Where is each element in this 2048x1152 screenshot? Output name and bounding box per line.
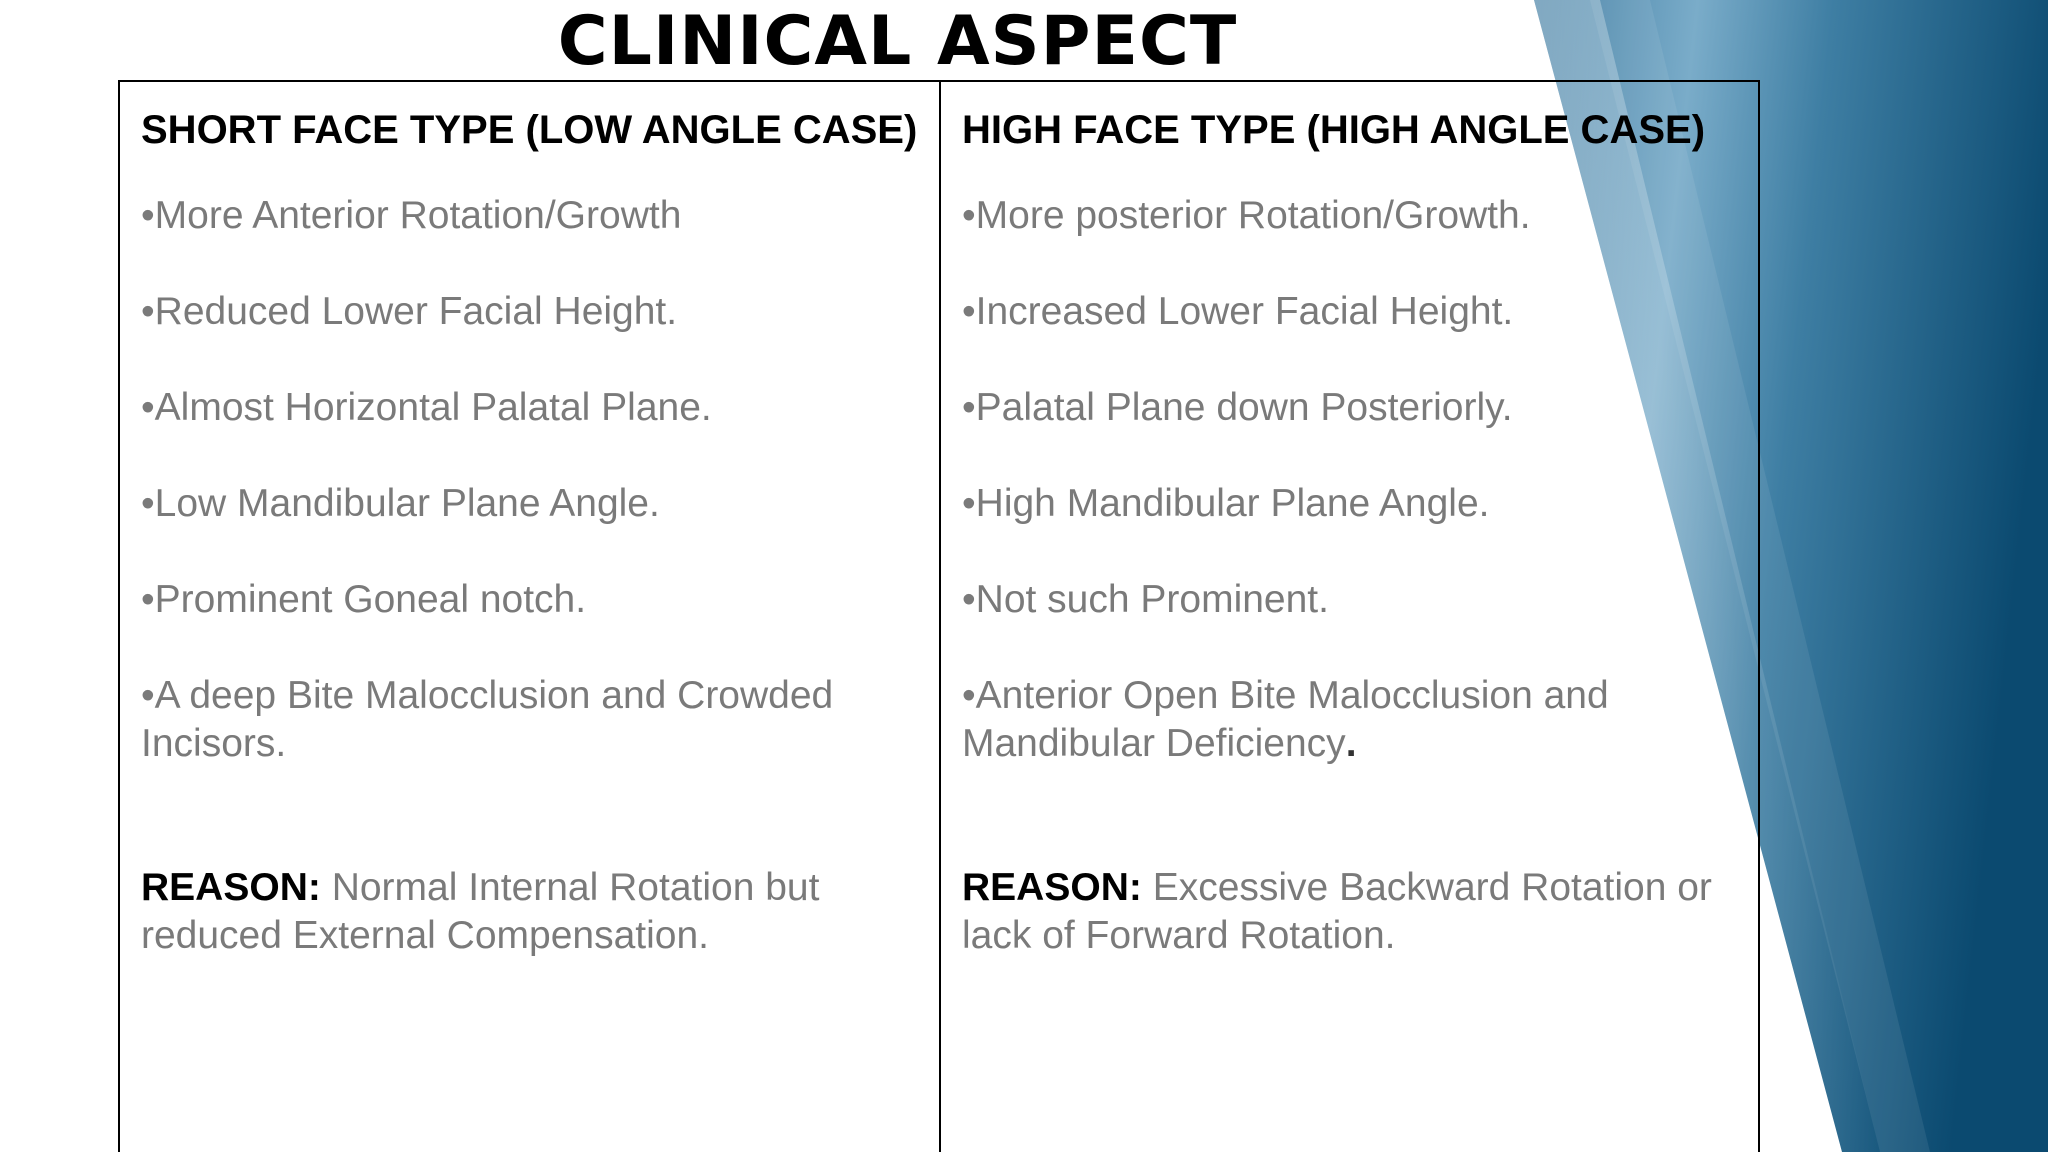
list-item: •Low Mandibular Plane Angle. xyxy=(141,482,660,525)
accent-panel-stripe xyxy=(1590,0,1930,1152)
list-item: •Not such Prominent. xyxy=(962,578,1329,621)
list-item: •More Anterior Rotation/Growth xyxy=(141,194,682,237)
reason-text: Excessive Backward Rotation or lack of F… xyxy=(962,866,1712,957)
slide-title: CLINICAL ASPECT xyxy=(557,2,1238,81)
short-face-points: •More Anterior Rotation/Growth •Reduced … xyxy=(141,192,919,768)
list-item: •Reduced Lower Facial Height. xyxy=(141,290,678,333)
high-face-points: •More posterior Rotation/Growth. •Increa… xyxy=(962,192,1738,768)
short-face-reason: REASON: Normal Internal Rotation but red… xyxy=(141,864,919,960)
high-face-column: HIGH FACE TYPE (HIGH ANGLE CASE) •More p… xyxy=(939,82,1758,1152)
list-item-text: •Anterior Open Bite Malocclusion and Man… xyxy=(962,674,1609,765)
list-item: •A deep Bite Malocclusion and Crowded In… xyxy=(141,674,834,765)
short-face-column: SHORT FACE TYPE (LOW ANGLE CASE) •More A… xyxy=(120,82,939,1152)
accent-panel-highlight xyxy=(1534,0,1880,1152)
comparison-table: SHORT FACE TYPE (LOW ANGLE CASE) •More A… xyxy=(118,80,1760,1152)
list-item: •High Mandibular Plane Angle. xyxy=(962,482,1490,525)
list-item: •Prominent Goneal notch. xyxy=(141,578,587,621)
reason-label: REASON: xyxy=(962,866,1142,909)
list-item: •Almost Horizontal Palatal Plane. xyxy=(141,386,712,429)
list-item: •Increased Lower Facial Height. xyxy=(962,290,1514,333)
list-item-period: . xyxy=(1345,722,1357,765)
list-item: •Palatal Plane down Posteriorly. xyxy=(962,386,1513,429)
list-item: •More posterior Rotation/Growth. xyxy=(962,194,1531,237)
column-header-high-face: HIGH FACE TYPE (HIGH ANGLE CASE) xyxy=(962,108,1706,152)
high-face-reason: REASON: Excessive Backward Rotation or l… xyxy=(962,864,1738,960)
reason-label: REASON: xyxy=(141,866,321,909)
list-item: •Anterior Open Bite Malocclusion and Man… xyxy=(962,672,1738,768)
column-header-short-face: SHORT FACE TYPE (LOW ANGLE CASE) xyxy=(141,108,918,152)
reason-text: Normal Internal Rotation but reduced Ext… xyxy=(141,866,820,957)
